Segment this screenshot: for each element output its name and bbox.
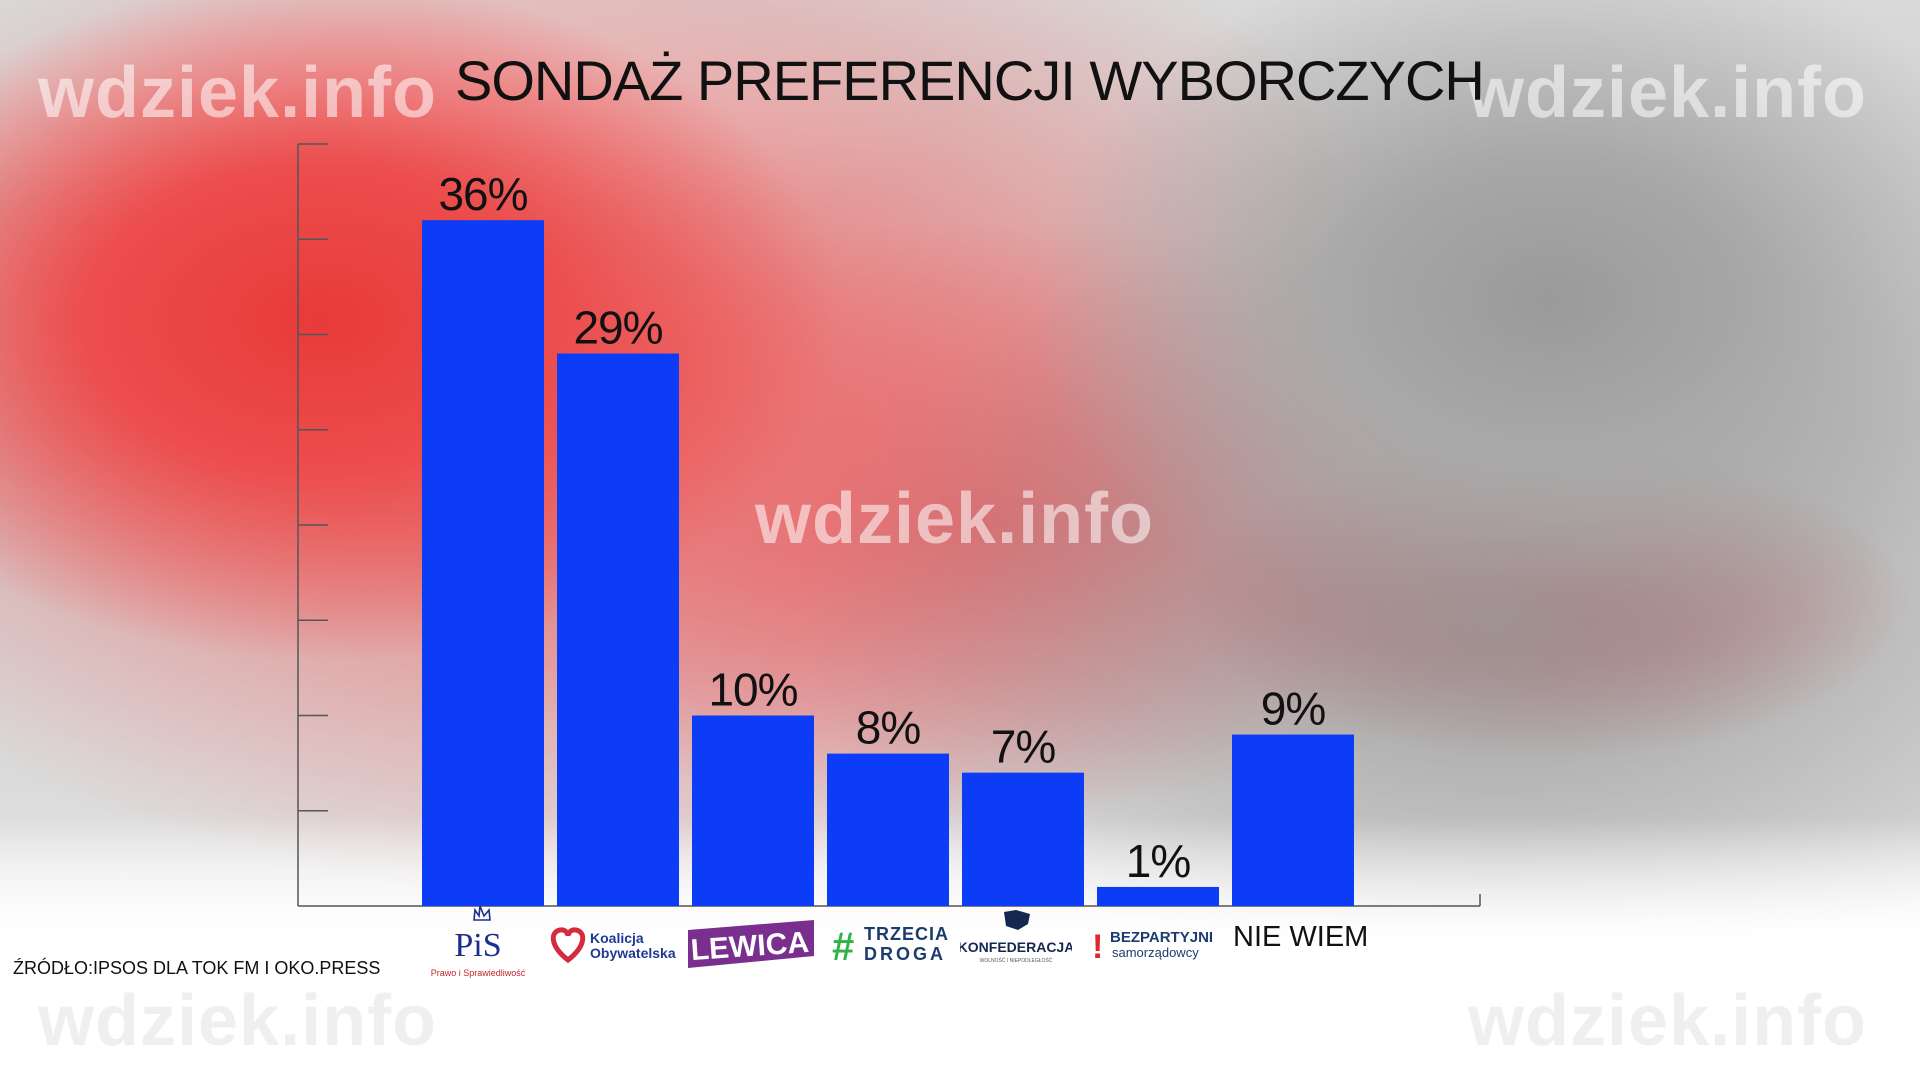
pis-logo: PiS Prawo i Sprawiedliwość <box>431 905 526 978</box>
bar-3 <box>692 715 814 906</box>
lewica-logo: LEWICA <box>688 920 814 968</box>
konfederacja-text: KONFEDERACJA <box>960 939 1072 955</box>
data-label-4: 8% <box>856 702 921 754</box>
bar-4 <box>827 753 949 906</box>
bar-6 <box>1097 886 1219 906</box>
bezpartyjni-logo: ! BEZPARTYJNI samorządowcy <box>1092 928 1213 966</box>
bar-7 <box>1232 734 1354 906</box>
bar-2 <box>557 353 679 906</box>
trzecia-droga-line1: TRZECIA <box>864 924 949 944</box>
heart-icon <box>550 927 586 964</box>
bar-1 <box>422 220 544 906</box>
background-fade <box>0 820 1920 1080</box>
ko-logo: Koalicja Obywatelska <box>550 927 676 964</box>
ko-line2: Obywatelska <box>590 945 676 961</box>
crown-icon <box>473 905 491 921</box>
lewica-text: LEWICA <box>690 926 810 967</box>
konfederacja-emblem-icon <box>1004 910 1030 930</box>
trzecia-droga-line2: DROGA <box>864 944 946 964</box>
bezpartyjni-line1: BEZPARTYJNI <box>1110 929 1213 946</box>
source-note: ŹRÓDŁO:IPSOS DLA TOK FM I OKO.PRESS <box>13 958 381 978</box>
data-label-7: 9% <box>1261 683 1326 735</box>
pis-mark: PiS <box>454 927 501 964</box>
watermark-top-right: wdziek.info <box>1468 53 1868 133</box>
chart-title: SONDAŻ PREFERENCJI WYBORCZYCH <box>455 49 1485 112</box>
chart-bars <box>422 220 1354 906</box>
konfederacja-tagline: WOLNOŚĆ I NIEPODLEGŁOŚĆ <box>980 956 1053 964</box>
data-label-6: 1% <box>1126 835 1191 887</box>
watermark-bottom-right: wdziek.info <box>1468 981 1868 1061</box>
konfederacja-logo: KONFEDERACJA WOLNOŚĆ I NIEPODLEGŁOŚĆ <box>960 910 1072 964</box>
exclamation-icon: ! <box>1092 928 1103 966</box>
bezpartyjni-line2: samorządowcy <box>1112 945 1199 960</box>
data-label-2: 29% <box>573 302 662 354</box>
pis-tagline: Prawo i Sprawiedliwość <box>431 968 526 978</box>
ko-line1: Koalicja <box>590 930 644 946</box>
watermark-center: wdziek.info <box>755 479 1155 559</box>
watermark-bottom-left: wdziek.info <box>38 981 438 1061</box>
nie-wiem-label: NIE WIEM <box>1233 921 1369 953</box>
data-label-5: 7% <box>991 721 1056 773</box>
chart-data-labels: 36% 29% 10% 8% 7% 1% 9% <box>438 168 1326 887</box>
bar-5 <box>962 772 1084 906</box>
data-label-1: 36% <box>438 168 527 220</box>
lewica-banner <box>688 920 814 968</box>
data-label-3: 10% <box>708 664 797 716</box>
hash-icon: # <box>832 925 854 968</box>
watermark-top-left: wdziek.info <box>38 53 438 133</box>
trzecia-droga-logo: # TRZECIA DROGA <box>832 924 949 968</box>
